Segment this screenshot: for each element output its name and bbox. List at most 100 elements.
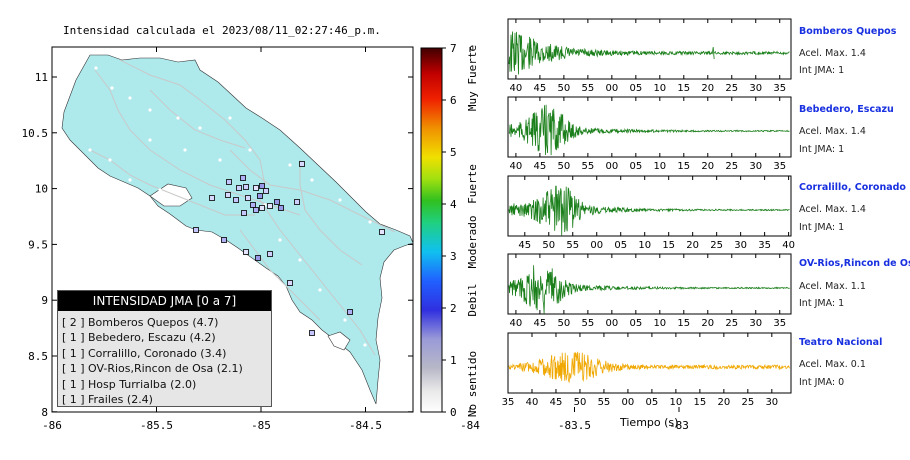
colorbar-level-label: Debil	[466, 283, 479, 316]
station-marker	[255, 255, 261, 261]
trace-tick-label: 20	[686, 240, 699, 251]
trace-tick-label: 25	[725, 83, 738, 94]
town-marker	[110, 86, 114, 90]
trace-tick-label: 00	[622, 397, 635, 408]
trace-tick-label: 15	[662, 240, 675, 251]
trace-tick-label: 25	[725, 161, 738, 172]
legend-badge: [ 2 ]	[62, 316, 85, 329]
colorbar-level-label: Fuerte	[466, 164, 479, 204]
trace-tick-label: 20	[717, 397, 730, 408]
town-marker	[343, 318, 347, 322]
trace-tick-label: 25	[741, 397, 754, 408]
legend-text: Bebedero, Escazu (4.2)	[88, 331, 216, 345]
trace-tick-label: 00	[605, 161, 618, 172]
map-y-tick-label: 11	[35, 71, 48, 84]
station-marker	[193, 227, 199, 233]
station-marker	[299, 161, 305, 167]
trace-tick-label: 55	[581, 83, 594, 94]
trace-tick-label: 10	[670, 397, 683, 408]
legend-text: Hosp Turrialba (2.0)	[88, 377, 197, 391]
town-marker	[94, 66, 98, 70]
trace-tick-label: 05	[629, 318, 642, 329]
trace-tick-label: 20	[701, 318, 714, 329]
trace-tick-label: 15	[693, 397, 706, 408]
town-marker	[278, 238, 282, 242]
station-marker	[287, 280, 293, 286]
trace-tick-label: 05	[629, 83, 642, 94]
trace-tick-label: 35	[758, 240, 771, 251]
trace-tick-label: 00	[605, 318, 618, 329]
town-marker	[88, 148, 92, 152]
map-x-tick-label: -83.5	[558, 419, 591, 432]
golfo-dulce	[327, 331, 351, 351]
trace-tick-label: 40	[510, 318, 523, 329]
town-marker	[368, 220, 372, 224]
trace-tick-label: 00	[605, 83, 618, 94]
colorbar-tick-label: 2	[450, 302, 457, 315]
trace-tick-label: 20	[701, 161, 714, 172]
legend-list: [ 2 ] Bomberos Quepos (4.7) [ 1 ] Bebedero…	[58, 311, 271, 407]
station-jma-teatro: Int JMA: 0	[799, 377, 845, 388]
colorbar-tick-label: 0	[450, 406, 457, 419]
station-marker	[226, 179, 232, 185]
station-marker	[243, 184, 249, 190]
station-marker	[253, 207, 259, 213]
trace-tick-label: 00	[590, 240, 603, 251]
road	[259, 199, 376, 356]
trace-panel: 45 50 55 00 05 10 15 20 25 30 35 40	[507, 175, 795, 251]
town-marker	[148, 138, 152, 142]
trace-frame	[507, 332, 792, 394]
trace-panel: 40 45 50 55 00 05 10 15 20 25 30 35	[507, 18, 792, 94]
town-marker	[310, 178, 314, 182]
map-y-tick-label: 10	[35, 183, 48, 196]
trace-tick-label: 50	[558, 161, 571, 172]
town-marker	[338, 198, 342, 202]
colorbar-tick-label: 4	[450, 198, 457, 211]
trace-tick-label: 05	[646, 397, 659, 408]
trace-frame	[507, 175, 792, 237]
town-marker	[148, 108, 152, 112]
waveform	[508, 351, 790, 384]
colorbar-level-label: No sentido	[466, 351, 479, 417]
station-name-coronado: Corralillo, Coronado	[799, 182, 906, 193]
trace-tick-label: 45	[534, 318, 547, 329]
station-marker	[240, 175, 246, 181]
road	[229, 149, 396, 233]
trace-tick-label: 45	[534, 161, 547, 172]
station-marker	[209, 195, 215, 201]
colorbar-tick-label: 7	[450, 42, 457, 55]
trace-tick-label: 20	[701, 83, 714, 94]
trace-tick-label: 15	[677, 83, 690, 94]
trace-tick-label: 05	[614, 240, 627, 251]
trace-tick-label: 45	[550, 397, 563, 408]
trace-tick-label: 50	[558, 83, 571, 94]
trace-tick-label: 55	[581, 161, 594, 172]
legend-text: Corralillo, Coronado (3.4)	[88, 346, 227, 360]
map-y-tick-label: 10.5	[22, 127, 49, 140]
trace-tick-label: 45	[534, 83, 547, 94]
legend-item: [ 1 ] Frailes (2.4)	[62, 392, 271, 407]
road-network	[89, 59, 396, 356]
trace-tick-label: 25	[725, 318, 738, 329]
road	[149, 89, 246, 149]
station-marker	[253, 185, 259, 191]
trace-panel: 40 45 50 55 00 05 10 15 20 25 30 35	[507, 253, 792, 329]
trace-tick-label: 55	[598, 397, 611, 408]
colorbar-tick-label: 5	[450, 146, 457, 159]
map-x-tick-label: -83	[669, 419, 689, 432]
waveform	[508, 265, 790, 314]
trace-panel: 40 45 50 55 00 05 10 15 20 25 30 35	[507, 96, 792, 172]
station-jma-escazu: Int JMA: 1	[799, 144, 845, 155]
town-marker	[128, 96, 132, 100]
road	[89, 149, 255, 216]
trace-tick-label: 45	[518, 240, 531, 251]
trace-tick-label: 10	[653, 161, 666, 172]
trace-tick-label: 55	[566, 240, 579, 251]
colorbar-level-label: Moderado	[466, 216, 479, 269]
road	[94, 69, 301, 216]
station-jma-osa: Int JMA: 1	[799, 298, 845, 309]
trace-tick-label: 35	[773, 318, 786, 329]
trace-tick-label: 10	[653, 83, 666, 94]
station-acel-teatro: Acel. Max. 0.1	[799, 359, 866, 370]
station-marker	[236, 185, 242, 191]
